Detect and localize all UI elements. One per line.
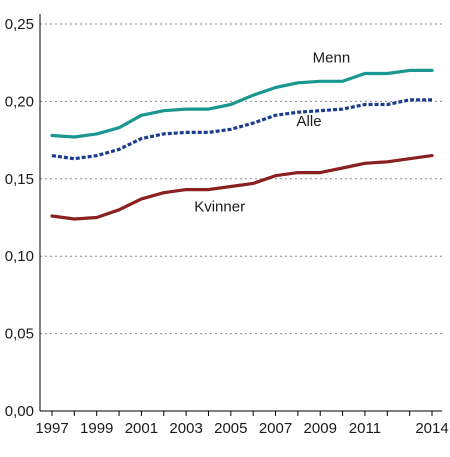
gridlines: [40, 23, 442, 335]
x-tick-label: 2005: [214, 420, 247, 437]
x-tick-label: 2003: [169, 420, 202, 437]
x-tick-labels: 1997 1999 2001 2003 2005 2007 2009 2011 2014: [35, 420, 448, 437]
x-tick-label: 1997: [35, 420, 68, 437]
series-labels: Menn Alle Kvinner: [194, 50, 350, 216]
x-tick-label: 2009: [304, 420, 337, 437]
series-label-alle: Alle: [297, 113, 322, 130]
y-tick-label: 0,00: [5, 403, 34, 420]
y-tick-labels: 0,00 0,05 0,10 0,15 0,20 0,25: [5, 16, 34, 420]
series-line-menn: [50, 68, 434, 139]
x-tick-label: 2014: [415, 420, 448, 437]
x-tick-label: 2007: [259, 420, 292, 437]
series-label-kvinner: Kvinner: [194, 198, 245, 215]
y-tick-label: 0,20: [5, 93, 34, 110]
y-tick-label: 0,25: [5, 16, 34, 33]
series-label-menn: Menn: [313, 50, 351, 67]
axes: [39, 14, 442, 416]
y-tick-label: 0,15: [5, 171, 34, 188]
x-tick-label: 2011: [349, 420, 381, 437]
series-line-alle: [51, 98, 432, 161]
y-tick-label: 0,10: [5, 248, 34, 265]
series-line-kvinner: [50, 154, 434, 221]
x-tick-label: 1999: [80, 420, 113, 437]
x-tick-label: 2001: [125, 420, 158, 437]
series-lines: [50, 68, 434, 221]
y-tick-label: 0,05: [5, 326, 34, 343]
